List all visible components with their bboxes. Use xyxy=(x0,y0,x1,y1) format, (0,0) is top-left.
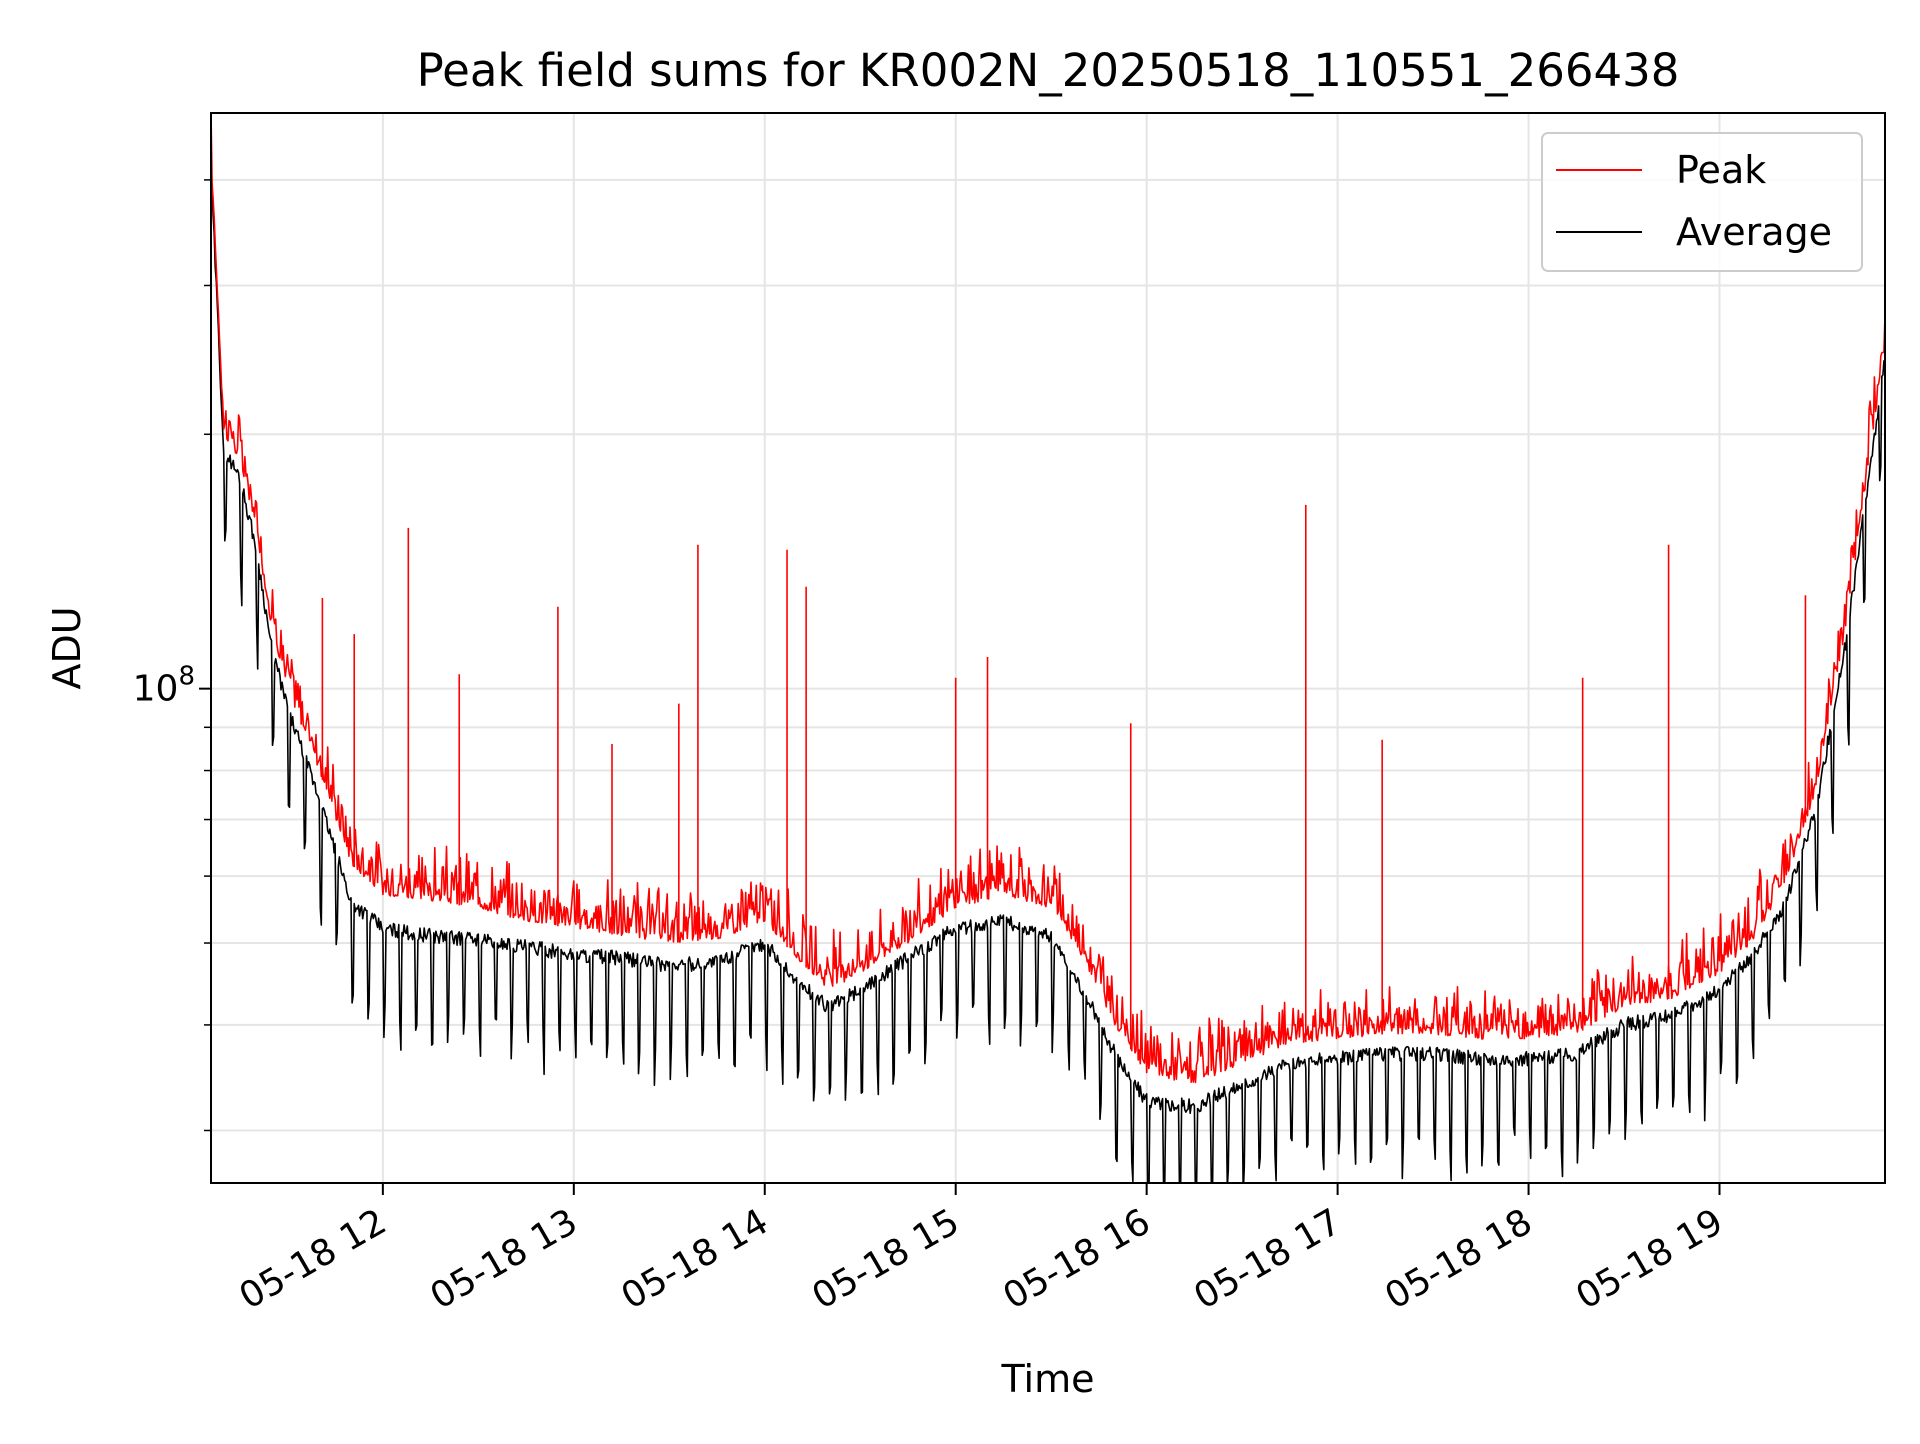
y-tick-label: 108 xyxy=(133,662,195,710)
x-axis-label: Time xyxy=(1001,1357,1095,1401)
series-peak-line xyxy=(211,113,1885,1084)
chart-title: Peak field sums for KR002N_20250518_1105… xyxy=(417,44,1680,97)
legend-box xyxy=(1541,132,1863,272)
series-layer xyxy=(211,113,1885,1183)
plot-frame xyxy=(210,112,1886,1184)
legend: Peak Average xyxy=(1541,132,1863,272)
legend-label-peak: Peak xyxy=(1676,148,1766,192)
grid xyxy=(211,113,1885,1183)
series-average-line xyxy=(211,172,1885,1183)
legend-label-average: Average xyxy=(1676,210,1832,254)
y-axis-label: ADU xyxy=(45,606,89,689)
